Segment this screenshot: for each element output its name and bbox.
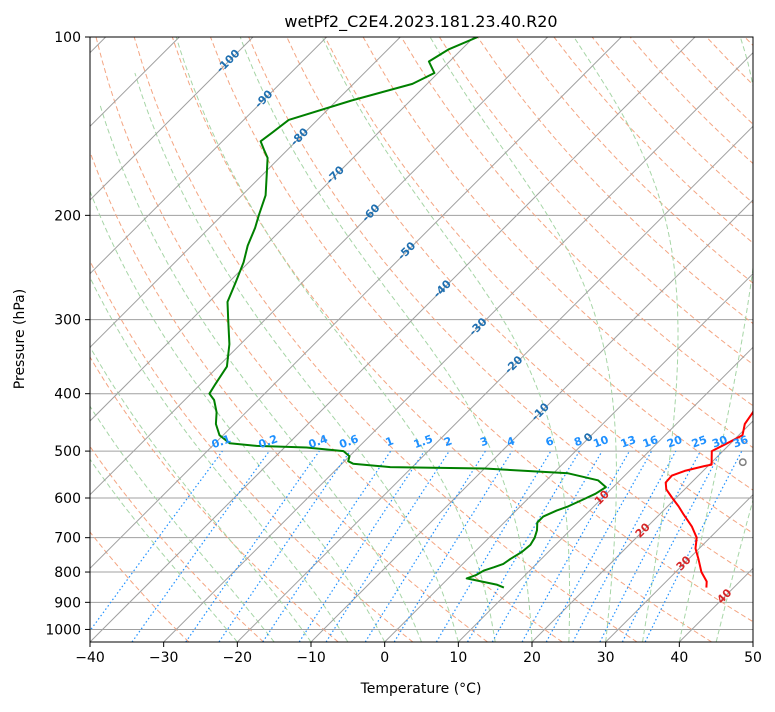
y-tick-label: 100 <box>54 30 81 46</box>
x-tick-label: 50 <box>744 650 762 666</box>
y-tick-label: 400 <box>54 387 81 403</box>
y-tick-label: 900 <box>54 595 81 611</box>
x-tick-label: 0 <box>380 650 389 666</box>
x-tick-label: −40 <box>75 650 105 666</box>
y-tick-label: 600 <box>54 491 81 507</box>
x-tick-label: 40 <box>670 650 688 666</box>
x-tick-label: −20 <box>223 650 253 666</box>
chart-title: wetPf2_C2E4.2023.181.23.40.R20 <box>284 12 557 32</box>
x-tick-label: 30 <box>597 650 615 666</box>
y-tick-label: 500 <box>54 444 81 460</box>
x-tick-label: 10 <box>449 650 467 666</box>
y-tick-label: 200 <box>54 208 81 224</box>
y-tick-label: 700 <box>54 531 81 547</box>
x-tick-label: 20 <box>523 650 541 666</box>
x-axis-title: Temperature (°C) <box>360 681 482 697</box>
y-tick-label: 800 <box>54 565 81 581</box>
y-tick-label: 300 <box>54 313 81 329</box>
y-axis-title: Pressure (hPa) <box>12 289 28 389</box>
y-tick-label: 1000 <box>45 622 81 638</box>
x-tick-label: −10 <box>296 650 326 666</box>
x-tick-label: −30 <box>149 650 179 666</box>
